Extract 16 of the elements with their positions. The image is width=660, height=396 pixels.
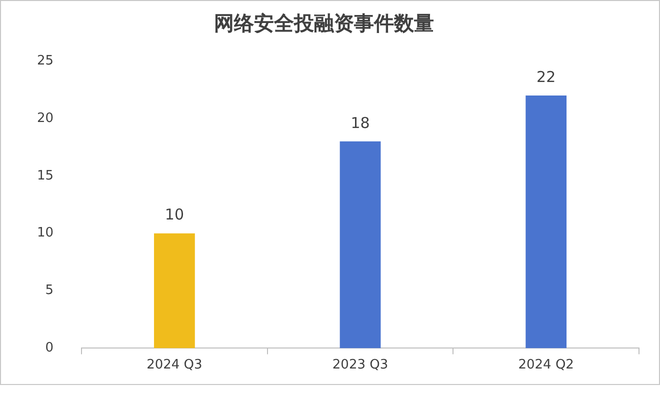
x-tick-label: 2023 Q3 [332,357,388,372]
y-tick-label: 15 [36,168,54,184]
y-tick-label: 0 [45,340,54,356]
bar [154,233,195,348]
data-label: 22 [536,68,556,86]
x-tick-label: 2024 Q2 [518,357,574,372]
y-tick-label: 5 [45,283,54,298]
y-tick-label: 20 [36,110,54,126]
data-label: 10 [164,206,184,224]
y-tick-label: 10 [36,226,54,241]
data-label: 18 [350,114,370,132]
y-tick-label: 25 [36,53,54,68]
bar [526,95,567,348]
chart-title: 网络安全投融资事件数量 [214,11,434,36]
bar [340,141,381,348]
x-tick-label: 2024 Q3 [146,357,202,372]
